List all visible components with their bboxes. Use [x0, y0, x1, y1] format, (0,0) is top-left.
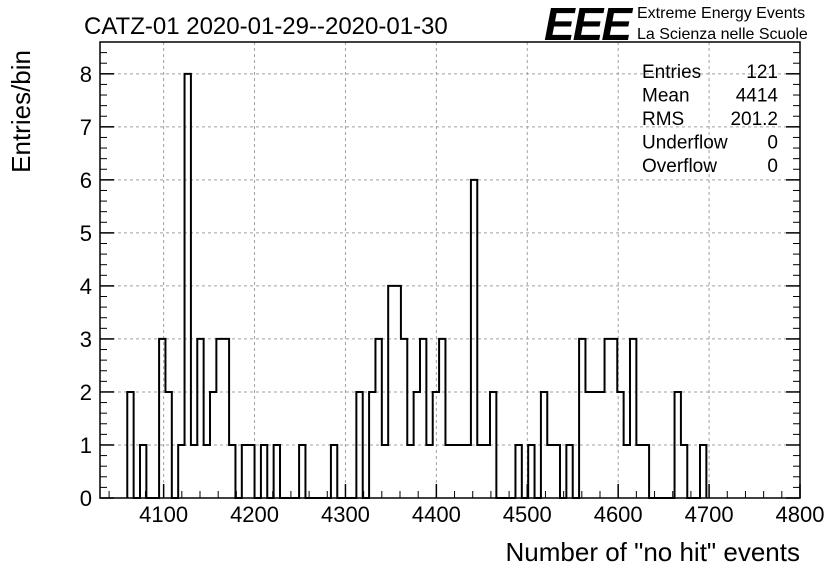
stats-label: RMS: [642, 109, 684, 130]
x-tick-label: 4500: [503, 502, 552, 527]
y-tick-label: 2: [80, 380, 92, 405]
stats-value: 201.2: [730, 109, 778, 130]
grid-lines: [100, 42, 801, 499]
stats-value: 4414: [736, 86, 779, 107]
eee-logo-text: EEE: [544, 0, 633, 50]
x-axis-label: Number of "no hit" events: [506, 537, 801, 567]
x-tick-label: 4700: [685, 502, 734, 527]
y-axis-label: Entries/bin: [6, 50, 36, 173]
stats-value: 0: [767, 133, 778, 154]
x-tick-label: 4600: [594, 502, 643, 527]
y-tick-label: 0: [80, 486, 92, 511]
x-tick-label: 4800: [776, 502, 825, 527]
histogram-line: [126, 72, 708, 499]
y-tick-label: 6: [80, 168, 92, 193]
x-tick-label: 4300: [321, 502, 370, 527]
stats-value: 121: [746, 62, 778, 83]
stats-label: Mean: [642, 86, 690, 107]
axis-ticks: 4100 4200 4300 4400 4500 4600 4700 4800 0 1 2 3 4 5 6 7…: [80, 52, 825, 527]
y-tick-label: 3: [80, 327, 92, 352]
y-tick-label: 7: [80, 115, 92, 140]
x-tick-label: 4400: [412, 502, 461, 527]
stats-label: Overflow: [642, 156, 717, 177]
x-tick-label: 4200: [230, 502, 279, 527]
eee-logo: EEE Extreme Energy Events La Scienza nel…: [544, 0, 808, 50]
y-tick-label: 1: [80, 433, 92, 458]
stats-label: Underflow: [642, 133, 728, 154]
chart-title: CATZ-01 2020-01-29--2020-01-30: [84, 13, 448, 40]
y-tick-label: 8: [80, 62, 92, 87]
eee-logo-line2: La Scienza nelle Scuole: [637, 26, 808, 43]
y-tick-label: 5: [80, 221, 92, 246]
x-tick-label: 4100: [139, 502, 188, 527]
stats-label: Entries: [642, 62, 701, 83]
eee-logo-line1: Extreme Energy Events: [637, 5, 805, 22]
stats-value: 0: [767, 156, 778, 177]
y-tick-label: 4: [80, 274, 92, 299]
plot-frame: [99, 41, 801, 499]
